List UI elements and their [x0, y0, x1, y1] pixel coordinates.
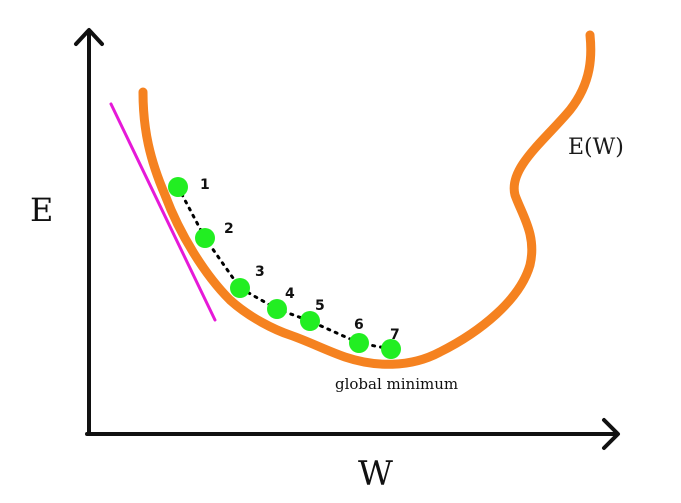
step-label-2: 2 — [224, 221, 234, 237]
step-label-7: 7 — [390, 327, 400, 343]
step-label-4: 4 — [285, 286, 295, 302]
step-point-6 — [349, 333, 369, 353]
curve-label: E(W) — [568, 135, 624, 160]
step-label-1: 1 — [200, 177, 210, 193]
step-label-6: 6 — [354, 317, 364, 333]
step-point-7 — [381, 339, 401, 359]
x-axis-arrowhead — [602, 418, 620, 450]
error-curve — [138, 30, 596, 369]
descent-points — [168, 177, 401, 359]
step-label-5: 5 — [315, 298, 325, 314]
tangent-line — [109, 102, 217, 322]
axes — [74, 28, 620, 450]
global-minimum-label: global minimum — [335, 375, 458, 393]
y-axis-arrowhead — [74, 28, 104, 46]
step-point-3 — [230, 278, 250, 298]
step-point-5 — [300, 311, 320, 331]
step-point-2 — [195, 228, 215, 248]
step-labels: 1 2 3 4 5 6 7 — [200, 177, 400, 343]
step-point-1 — [168, 177, 188, 197]
step-label-3: 3 — [255, 264, 265, 280]
x-axis-label: W — [358, 454, 393, 494]
y-axis-label: E — [30, 191, 53, 229]
step-point-4 — [267, 299, 287, 319]
